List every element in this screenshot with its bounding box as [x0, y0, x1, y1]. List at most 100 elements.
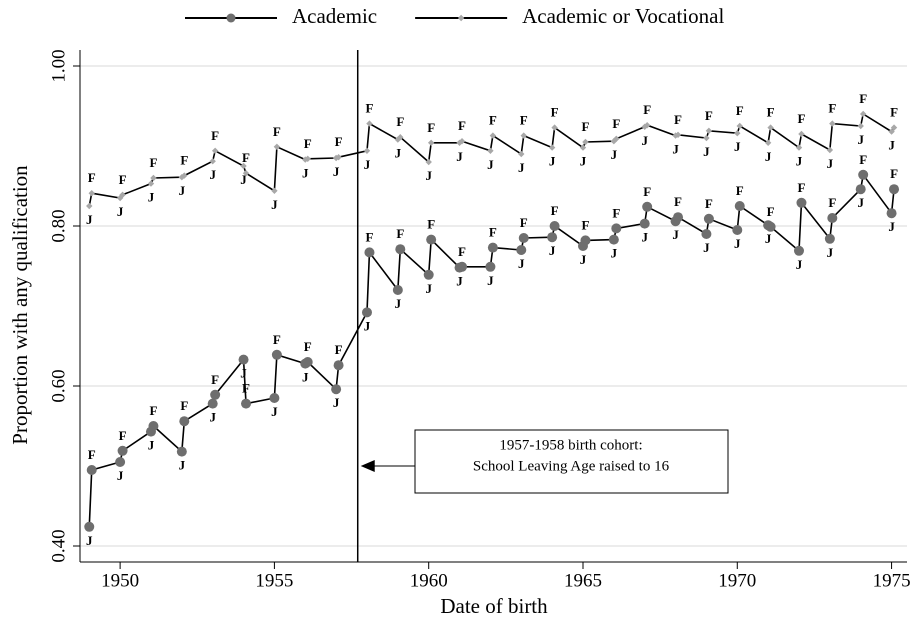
point-label: J — [765, 149, 772, 164]
point-label: F — [335, 342, 343, 357]
point — [333, 360, 344, 371]
point-label: F — [458, 244, 466, 259]
point — [271, 187, 278, 194]
x-tick-label: 1970 — [718, 570, 756, 591]
y-tick-label: 0.60 — [48, 369, 69, 402]
point-label: J — [611, 246, 618, 261]
point-label: F — [581, 217, 589, 232]
x-tick-label: 1975 — [873, 570, 911, 591]
annotation-text: 1957-1958 birth cohort: — [499, 437, 642, 453]
point-label: J — [86, 533, 93, 548]
point-label: F — [674, 194, 682, 209]
point-label: J — [611, 147, 618, 162]
point — [734, 130, 741, 137]
point-label: J — [580, 154, 587, 169]
point-label: F — [736, 103, 744, 118]
point-label: F — [365, 229, 373, 244]
point-label: J — [857, 132, 864, 147]
point-label: F — [767, 204, 775, 219]
point — [117, 445, 128, 456]
point-label: J — [117, 204, 124, 219]
point-label: J — [148, 190, 155, 205]
point-label: J — [827, 245, 834, 260]
point-label: F — [643, 102, 651, 117]
point-label: J — [302, 370, 309, 385]
point-label: J — [549, 154, 556, 169]
point-label: F — [612, 116, 620, 131]
point-label: F — [273, 332, 281, 347]
point-label: J — [240, 172, 247, 187]
point-label: F — [828, 101, 836, 116]
point-label: F — [828, 195, 836, 210]
point-label: J — [364, 318, 371, 333]
point — [84, 521, 95, 532]
point-label: J — [395, 296, 402, 311]
point-label: J — [796, 154, 803, 169]
point — [242, 170, 250, 177]
point — [335, 154, 342, 161]
point-label: F — [674, 112, 682, 127]
point-label: J — [209, 167, 216, 182]
point — [551, 124, 558, 131]
point — [703, 213, 714, 224]
point — [890, 124, 898, 131]
point-label: F — [643, 184, 651, 199]
point-label: J — [364, 157, 371, 172]
point — [423, 269, 434, 280]
y-tick-label: 0.40 — [48, 529, 69, 562]
point-label: F — [767, 105, 775, 120]
point-label: J — [487, 273, 494, 288]
point — [889, 184, 900, 195]
point — [516, 245, 527, 255]
point — [764, 139, 772, 146]
point — [331, 384, 342, 395]
point-label: F — [180, 398, 188, 413]
point — [176, 446, 187, 457]
point — [705, 127, 713, 134]
point-label: J — [425, 168, 432, 183]
point-label: J — [148, 438, 155, 453]
point — [547, 232, 558, 243]
point-label: F — [551, 203, 559, 218]
point-label: F — [365, 101, 373, 116]
x-tick-label: 1965 — [564, 570, 602, 591]
point — [485, 261, 496, 272]
point-label: J — [395, 146, 402, 161]
point-label: J — [179, 458, 186, 473]
point — [240, 162, 247, 170]
point — [701, 229, 712, 239]
point — [859, 110, 867, 118]
point — [458, 138, 466, 145]
point-label: F — [149, 155, 157, 170]
point-label: F — [458, 118, 466, 133]
point-label: F — [396, 226, 404, 241]
point — [269, 393, 280, 403]
point-label: J — [209, 410, 216, 425]
point-label: J — [518, 160, 525, 175]
point — [858, 169, 869, 180]
point-label: J — [641, 133, 648, 148]
point-label: J — [456, 274, 463, 289]
point — [425, 158, 432, 166]
point — [767, 124, 774, 131]
point-label: F — [859, 152, 867, 167]
point-label: J — [456, 149, 463, 164]
legend-label: Academic or Vocational — [522, 4, 724, 28]
point — [392, 285, 403, 295]
point — [703, 134, 710, 142]
point — [829, 120, 836, 127]
point — [639, 218, 650, 229]
point-label: J — [888, 138, 895, 153]
point-label: J — [271, 197, 278, 212]
point — [798, 130, 805, 138]
point — [732, 225, 743, 235]
point-label: F — [149, 403, 157, 418]
point — [304, 155, 311, 162]
point — [363, 147, 371, 154]
point-label: J — [333, 395, 340, 410]
point-label: J — [703, 240, 710, 255]
point-label: F — [520, 215, 528, 230]
point — [366, 120, 373, 127]
